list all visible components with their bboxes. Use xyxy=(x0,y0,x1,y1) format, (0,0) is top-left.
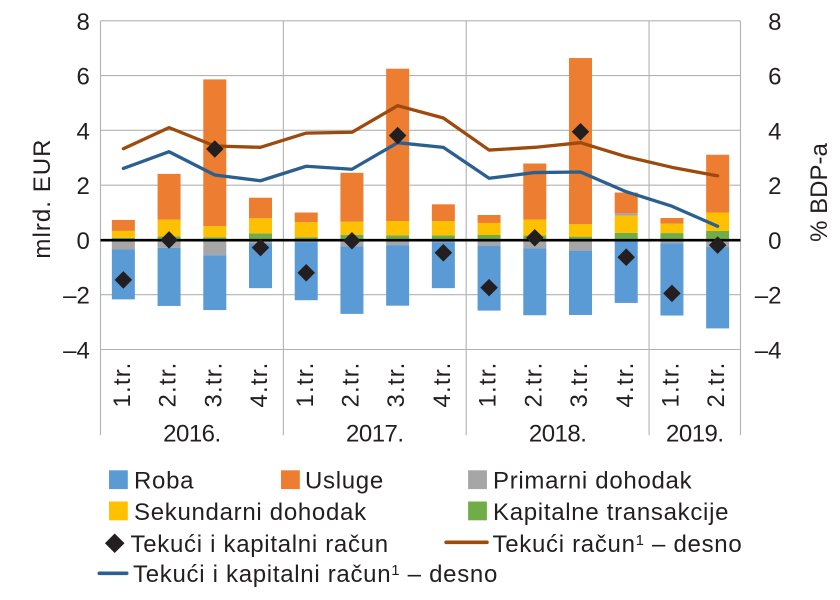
svg-text:6: 6 xyxy=(76,64,89,91)
svg-text:6: 6 xyxy=(768,64,781,91)
svg-text:2: 2 xyxy=(768,173,781,200)
svg-text:2016.: 2016. xyxy=(163,421,221,448)
svg-text:4: 4 xyxy=(76,118,89,145)
svg-text:4.tr.: 4.tr. xyxy=(246,361,273,407)
svg-text:Tekući i kapitalni račun1 – de: Tekući i kapitalni račun1 – desno xyxy=(133,561,498,588)
svg-text:Kapitalne transakcije: Kapitalne transakcije xyxy=(493,499,729,526)
svg-text:8: 8 xyxy=(768,9,781,36)
svg-text:2.tr.: 2.tr. xyxy=(520,361,547,407)
svg-text:8: 8 xyxy=(76,9,89,36)
svg-text:–4: –4 xyxy=(755,338,782,365)
svg-text:Sekundarni dohodak: Sekundarni dohodak xyxy=(134,499,367,526)
svg-text:% BDP-a: % BDP-a xyxy=(806,143,833,242)
svg-text:Roba: Roba xyxy=(134,468,194,495)
svg-text:Usluge: Usluge xyxy=(305,468,384,495)
svg-text:3.tr.: 3.tr. xyxy=(200,361,227,407)
svg-text:2.tr.: 2.tr. xyxy=(155,361,182,407)
svg-text:4: 4 xyxy=(768,118,781,145)
svg-text:0: 0 xyxy=(76,228,89,255)
svg-text:3.tr.: 3.tr. xyxy=(566,361,593,407)
svg-text:2.tr.: 2.tr. xyxy=(338,361,365,407)
svg-text:1.tr.: 1.tr. xyxy=(658,361,685,407)
svg-text:4.tr.: 4.tr. xyxy=(429,361,456,407)
svg-text:–2: –2 xyxy=(63,283,90,310)
svg-text:1.tr.: 1.tr. xyxy=(109,361,136,407)
svg-text:2019.: 2019. xyxy=(666,421,724,448)
svg-text:2: 2 xyxy=(76,173,89,200)
svg-text:2.tr.: 2.tr. xyxy=(703,361,730,407)
svg-text:Primarni dohodak: Primarni dohodak xyxy=(493,468,693,495)
svg-text:–4: –4 xyxy=(63,338,90,365)
svg-text:2017.: 2017. xyxy=(346,421,404,448)
svg-text:2018.: 2018. xyxy=(529,421,587,448)
svg-text:1.tr.: 1.tr. xyxy=(475,361,502,407)
svg-text:Tekući račun1 – desno: Tekući račun1 – desno xyxy=(493,531,743,558)
svg-text:0: 0 xyxy=(768,228,781,255)
svg-text:mlrd. EUR: mlrd. EUR xyxy=(29,138,56,258)
svg-text:3.tr.: 3.tr. xyxy=(383,361,410,407)
svg-text:4.tr.: 4.tr. xyxy=(612,361,639,407)
svg-text:1.tr.: 1.tr. xyxy=(292,361,319,407)
svg-text:Tekući i kapitalni račun: Tekući i kapitalni račun xyxy=(131,531,389,558)
svg-text:–2: –2 xyxy=(755,283,782,310)
